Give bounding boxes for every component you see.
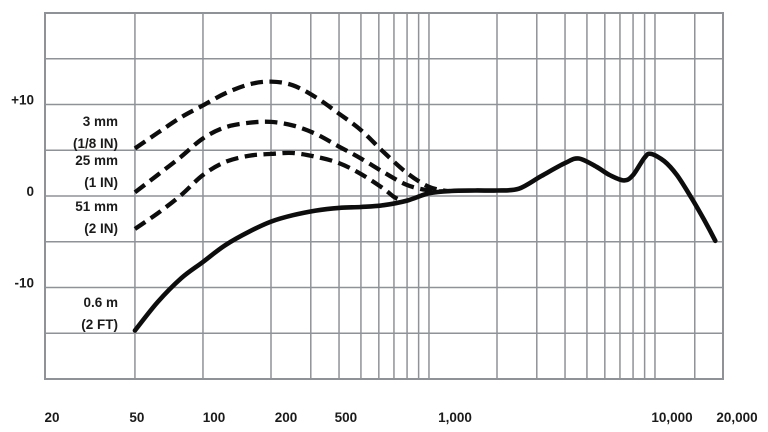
curve-51-mm-2-in- (133, 150, 405, 231)
x-axis-label-20hz: 20 (44, 410, 59, 425)
x-axis-labels: 20 50 100 200 500 1,000 10,000 20,000 (44, 410, 757, 425)
curve-label-25-mm-1-in--line2: (1 IN) (84, 175, 118, 190)
x-axis-label-200hz: 200 (275, 410, 298, 425)
curve-label-0-6-m-2-ft--line1: 0.6 m (83, 295, 118, 310)
curve-25-mm-1-in- (133, 119, 443, 195)
x-axis-label-20000hz: 20,000 (716, 410, 757, 425)
curve-label-0-6-m-2-ft--line2: (2 FT) (81, 317, 118, 332)
x-axis-label-10000hz: 10,000 (651, 410, 692, 425)
grid (44, 12, 724, 380)
curve-label-51-mm-2-in--line1: 51 mm (75, 199, 118, 214)
curve-label-51-mm-2-in--line2: (2 IN) (84, 221, 118, 236)
x-axis-label-100hz: 100 (203, 410, 226, 425)
plot-frame (44, 12, 724, 380)
x-axis-label-50hz: 50 (129, 410, 144, 425)
curve-label-25-mm-1-in--line1: 25 mm (75, 153, 118, 168)
curve-labels: 3 mm (1/8 IN) 25 mm (1 IN) 51 mm (2 IN) 0.6 m (… (73, 114, 118, 332)
x-axis-label-1000hz: 1,000 (438, 410, 472, 425)
curve-3-mm-1-8-in- (133, 79, 448, 194)
curves (132, 79, 718, 333)
curve-label-3-mm-1-8-in--line1: 3 mm (83, 114, 118, 129)
curve-label-3-mm-1-8-in--line2: (1/8 IN) (73, 136, 118, 151)
x-axis-label-500hz: 500 (335, 410, 358, 425)
y-axis-label-0db: 0 (26, 184, 34, 199)
y-axis-label--10db: -10 (14, 276, 34, 291)
y-axis-label-10db: +10 (11, 93, 34, 108)
curve-0-6-m-2-ft- (132, 151, 718, 333)
y-axis-labels: +10 0 -10 (11, 93, 34, 291)
